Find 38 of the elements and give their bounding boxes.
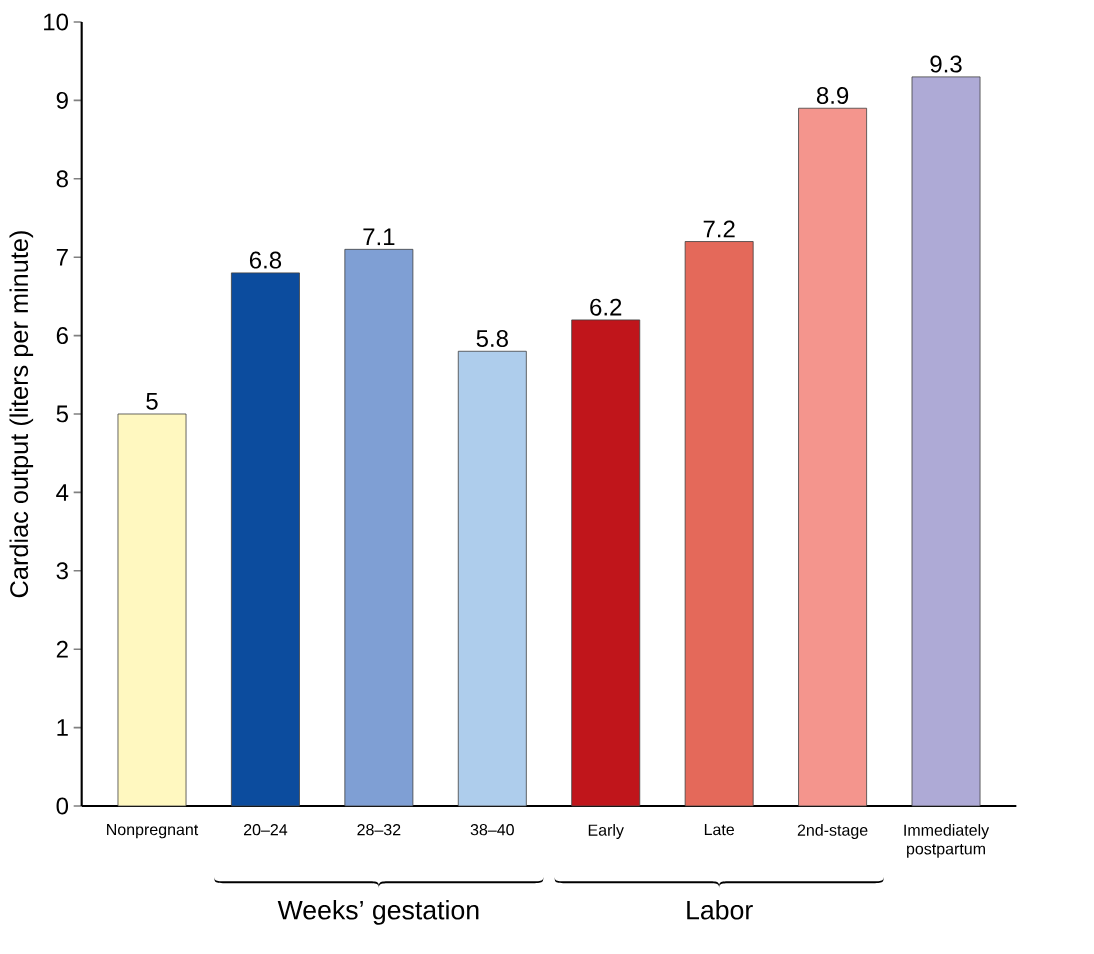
bar (798, 107, 868, 807)
bar (457, 350, 527, 807)
data-label: 8.9 (816, 86, 849, 104)
text: Weeks’ gestation (277, 899, 479, 925)
data-label: 7.1 (363, 228, 395, 246)
x-tick-label: Early (588, 824, 624, 839)
bar (231, 272, 300, 807)
x-tick-label: 20–24 (243, 824, 288, 836)
y-tick-label: 1 (57, 719, 68, 736)
text: Labor (687, 899, 753, 920)
data-label: 5 (146, 392, 158, 410)
y-tick-label: 7 (56, 248, 68, 266)
data-label: 6.8 (249, 251, 282, 269)
bar (344, 248, 414, 807)
bar (911, 76, 981, 807)
data-label: 5.8 (476, 330, 508, 348)
y-tick-label: 4 (56, 484, 69, 501)
y-tick-label: 3 (56, 562, 68, 580)
y-tick-label: 0 (56, 797, 69, 815)
x-tick-label: Late (704, 824, 734, 836)
x-tick-label: 28–32 (357, 824, 401, 836)
x-tick-label: 2nd-stage (797, 824, 868, 839)
x-tick-label: Immediately postpartum (904, 824, 990, 858)
y-axis-title: Cardiac output (liters per minute) (9, 231, 34, 598)
data-label: 9.3 (930, 55, 962, 73)
y-tick-label: 2 (56, 640, 68, 658)
data-label: 6.2 (590, 298, 622, 316)
bar (117, 413, 187, 807)
y-tick-label: 5 (56, 405, 68, 423)
data-label: 7.2 (703, 220, 735, 238)
x-tick-label: Nonpregnant (107, 824, 199, 839)
bar (684, 241, 754, 807)
x-tick-label: 38–40 (470, 824, 514, 836)
y-tick-label: 9 (56, 91, 68, 109)
y-tick-label: 8 (56, 170, 68, 188)
y-tick-label: 10 (44, 13, 69, 31)
bar (571, 319, 641, 807)
y-tick-label: 6 (56, 327, 68, 345)
